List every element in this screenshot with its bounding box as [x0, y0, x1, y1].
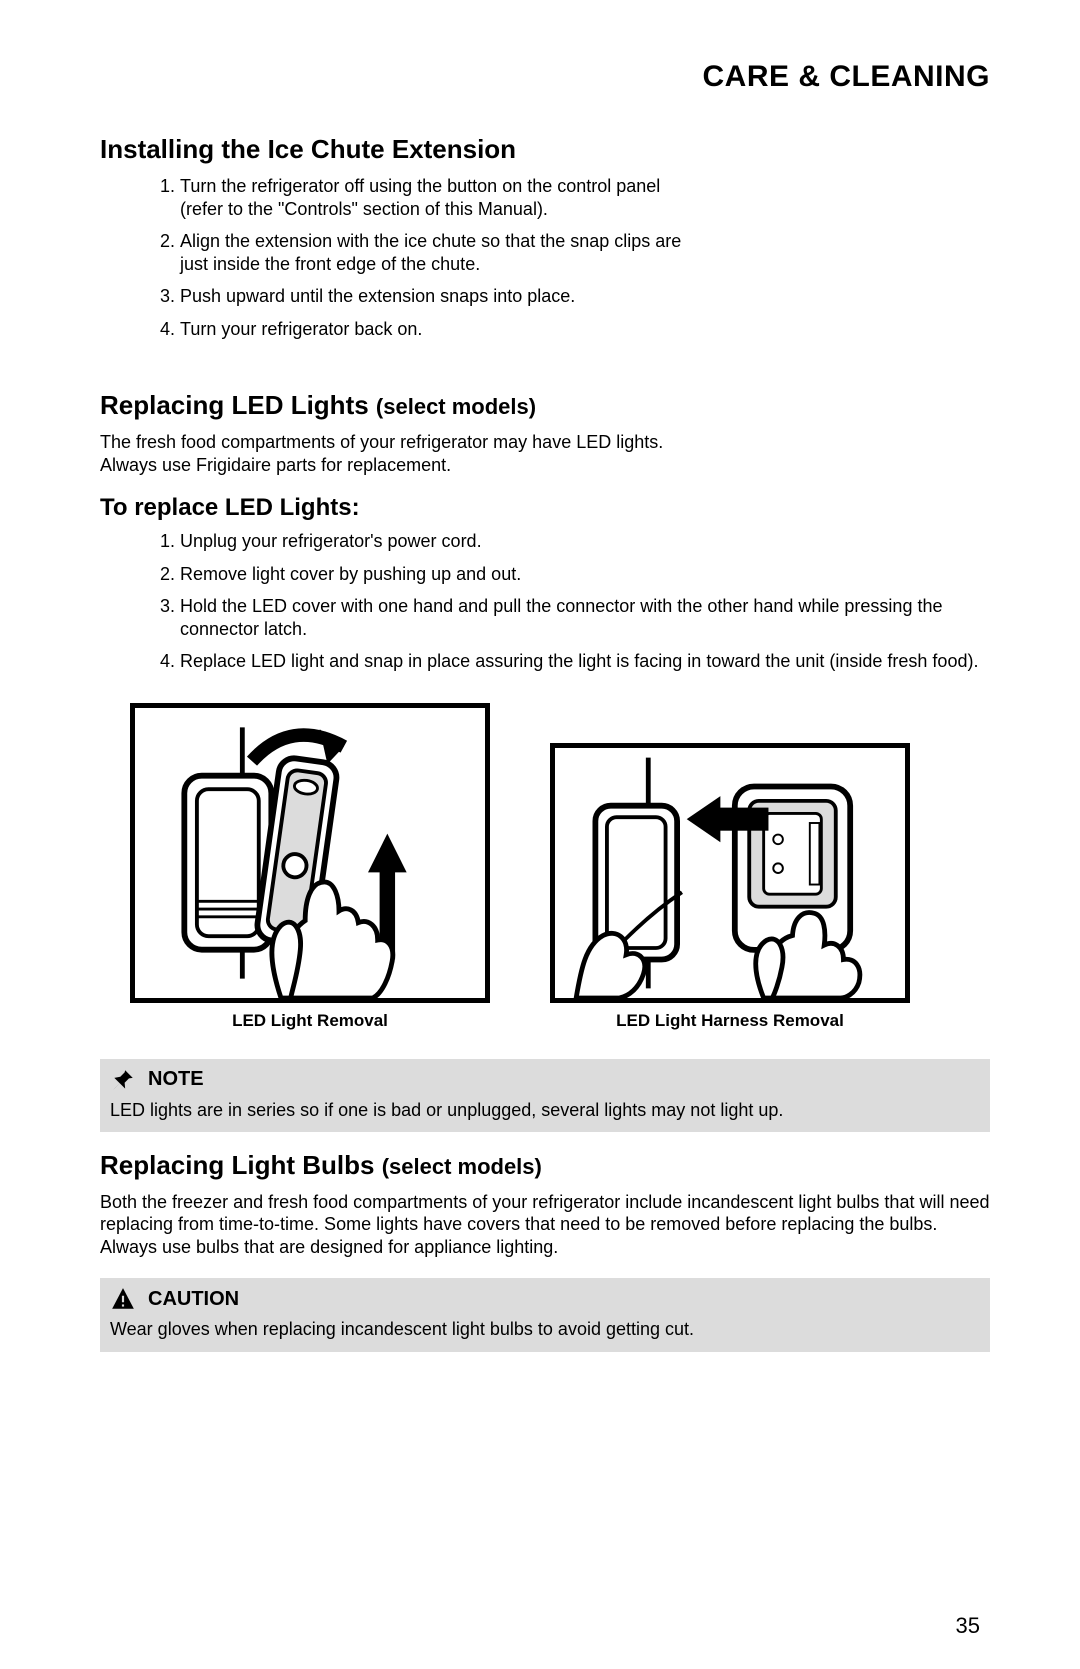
step-item: Unplug your refrigerator's power cord. [180, 530, 990, 553]
note-callout: NOTE LED lights are in series so if one … [100, 1059, 990, 1132]
led-steps: Unplug your refrigerator's power cord. R… [100, 530, 990, 673]
caution-callout: CAUTION Wear gloves when replacing incan… [100, 1278, 990, 1351]
section-bulbs-intro: Both the freezer and fresh food compartm… [100, 1191, 990, 1259]
figure-led-removal-image [130, 703, 490, 1003]
figure-led-removal-caption: LED Light Removal [130, 1011, 490, 1031]
figure-harness-removal-caption: LED Light Harness Removal [550, 1011, 910, 1031]
section-bulbs-title: Replacing Light Bulbs (select models) [100, 1150, 990, 1181]
step-item: Remove light cover by pushing up and out… [180, 563, 990, 586]
manual-page: CARE & CLEANING Installing the Ice Chute… [0, 0, 1080, 1669]
figure-led-removal: LED Light Removal [130, 703, 490, 1031]
figure-harness-removal: LED Light Harness Removal [550, 743, 910, 1031]
section-led-title-sub: (select models) [376, 394, 536, 419]
section-led-intro: The fresh food compartments of your refr… [100, 431, 700, 476]
note-label: NOTE [148, 1068, 204, 1091]
note-body: LED lights are in series so if one is ba… [110, 1099, 980, 1122]
section-led-title: Replacing LED Lights (select models) [100, 390, 990, 421]
caution-label: CAUTION [148, 1288, 239, 1311]
page-number: 35 [956, 1613, 980, 1639]
step-item: Align the extension with the ice chute s… [180, 230, 700, 275]
step-item: Hold the LED cover with one hand and pul… [180, 595, 990, 640]
section-led-subhead: To replace LED Lights: [100, 494, 990, 522]
page-header: CARE & CLEANING [100, 60, 990, 94]
push-pin-icon [110, 1067, 136, 1093]
warning-triangle-icon [110, 1286, 136, 1312]
step-item: Replace LED light and snap in place assu… [180, 650, 990, 673]
step-item: Turn your refrigerator back on. [180, 318, 700, 341]
section-led-title-main: Replacing LED Lights [100, 390, 369, 420]
section-bulbs-title-main: Replacing Light Bulbs [100, 1150, 374, 1180]
caution-head: CAUTION [110, 1286, 980, 1312]
figure-row: LED Light Removal [130, 703, 990, 1031]
ice-chute-steps: Turn the refrigerator off using the butt… [100, 175, 990, 340]
step-item: Turn the refrigerator off using the butt… [180, 175, 700, 220]
note-head: NOTE [110, 1067, 980, 1093]
step-item: Push upward until the extension snaps in… [180, 285, 700, 308]
figure-harness-removal-image [550, 743, 910, 1003]
caution-body: Wear gloves when replacing incandescent … [110, 1318, 980, 1341]
section-ice-chute-title: Installing the Ice Chute Extension [100, 134, 990, 165]
section-bulbs-title-sub: (select models) [382, 1154, 542, 1179]
